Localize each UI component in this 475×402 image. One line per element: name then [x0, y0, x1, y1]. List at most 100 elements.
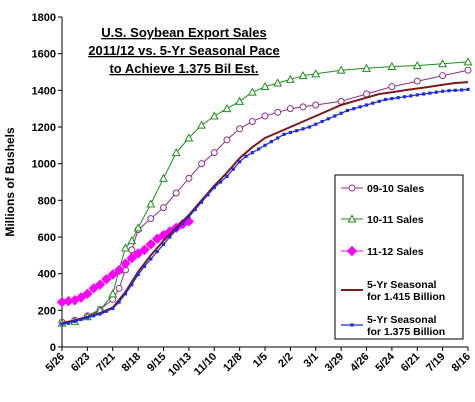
data-point [257, 147, 261, 151]
data-point [127, 236, 137, 245]
data-point [132, 248, 144, 259]
data-point [438, 59, 448, 68]
data-point [441, 89, 445, 93]
data-point [288, 130, 292, 135]
x-tick-label: 6/23 [69, 351, 93, 375]
data-point [108, 289, 118, 298]
data-point [311, 69, 321, 78]
data-point [421, 92, 426, 96]
data-point [274, 108, 282, 116]
data-point [101, 273, 112, 285]
x-tick-label: 12/8 [221, 351, 245, 375]
data-point [415, 93, 419, 97]
data-point [218, 180, 223, 184]
axes [58, 16, 469, 351]
y-tick-label: 1800 [32, 12, 56, 24]
series-group [56, 57, 473, 327]
data-point [412, 60, 422, 70]
y-tick-label: 0 [50, 342, 56, 354]
data-point [447, 89, 451, 93]
x-tick-label: 2/2 [276, 351, 295, 370]
legend: 09-10 Sales 10-11 Sales 11-12 Sales 5-Yr Se… [334, 174, 464, 340]
data-point [295, 129, 299, 133]
chart-title: U.S. Soybean Export Sales 2011/12 vs. 5-… [88, 25, 280, 76]
legend-box [334, 174, 464, 340]
data-point [161, 242, 166, 246]
data-point [107, 269, 118, 280]
data-point [159, 173, 168, 182]
data-point [362, 63, 371, 72]
y-tick-label: 200 [38, 305, 56, 317]
legend-label: 5-Yr Seasonal for 1.415 Billion [367, 279, 445, 303]
data-point [222, 104, 232, 113]
data-point [263, 143, 267, 147]
data-point [111, 306, 115, 311]
data-point [428, 91, 432, 95]
data-point [345, 108, 350, 113]
data-point [185, 174, 193, 182]
x-tick-label: 10/13 [166, 351, 194, 379]
data-point [460, 88, 464, 92]
y-tick-label: 800 [38, 195, 56, 207]
data-point [82, 288, 93, 300]
data-point [187, 215, 191, 219]
legend-item-4: 5-Yr Seasonal for 1.415 Billion [341, 279, 445, 303]
data-point [286, 105, 294, 113]
data-point [117, 300, 121, 304]
x-tick-label: 1/5 [251, 351, 270, 370]
x-tick-label: 5/24 [373, 350, 397, 374]
data-point [98, 312, 102, 316]
data-point [147, 215, 155, 223]
legend-item-5: 5-Yr Seasonal for 1.375 Billion [341, 314, 445, 338]
x-tick-label: 11/10 [192, 351, 220, 379]
data-point [212, 185, 216, 190]
data-point [231, 167, 235, 171]
x-tick-label: 9/15 [145, 351, 169, 375]
data-point [142, 264, 147, 268]
data-point [115, 284, 123, 292]
data-point [358, 105, 362, 109]
legend-label: 09-10 Sales [367, 183, 424, 195]
data-point [466, 87, 470, 92]
data-point [223, 136, 231, 144]
x-tick-label: 3/29 [323, 351, 347, 375]
data-point [434, 90, 438, 94]
data-point [307, 125, 312, 129]
legend-item-3: 11-12 Sales [341, 245, 424, 258]
data-point [248, 118, 256, 125]
data-point [390, 96, 394, 101]
data-point [120, 243, 130, 252]
x-tick-label: 8/16 [449, 351, 473, 375]
data-point [128, 246, 136, 254]
data-point [409, 94, 413, 98]
legend-item-1: 09-10 Sales [341, 183, 424, 195]
data-point [139, 244, 150, 256]
data-point [160, 204, 167, 212]
data-point [339, 111, 343, 115]
x-tick-label: 4/26 [348, 351, 372, 375]
legend-label: 10-11 Sales [367, 214, 424, 226]
data-point [66, 321, 70, 325]
data-point [463, 57, 473, 66]
series-5 [60, 87, 470, 326]
data-point [236, 125, 244, 133]
data-point [193, 207, 197, 212]
data-point [250, 151, 254, 155]
data-point [402, 95, 407, 99]
data-point [350, 323, 354, 327]
data-point [273, 78, 283, 87]
data-point [120, 258, 131, 269]
data-point [336, 65, 346, 74]
data-point [123, 292, 128, 296]
data-point [130, 283, 134, 287]
data-point [413, 77, 421, 85]
data-point [184, 133, 194, 142]
x-tick-label: 8/18 [120, 351, 144, 375]
y-axis-label: Millions of Bushels [3, 127, 17, 237]
data-point [151, 233, 163, 245]
data-point [396, 96, 400, 100]
data-point [180, 221, 185, 225]
y-tick-label: 1400 [32, 85, 56, 97]
